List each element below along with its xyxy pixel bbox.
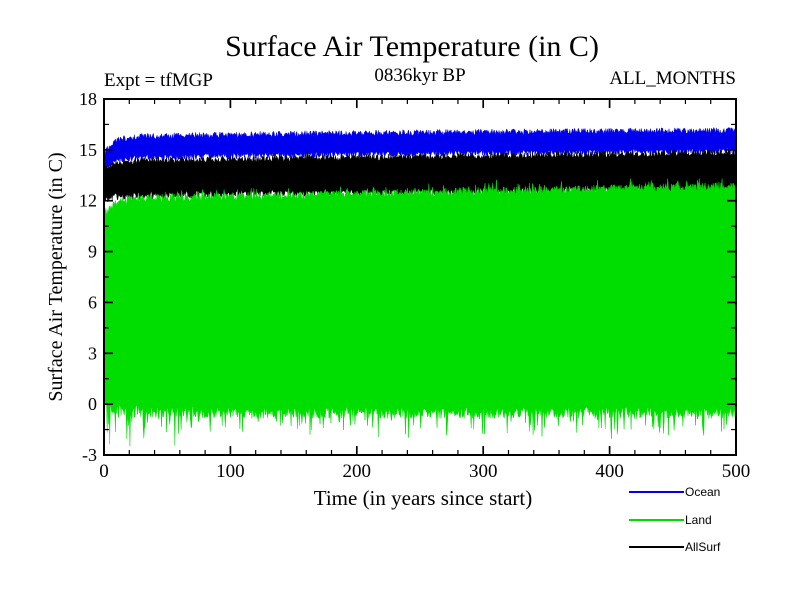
x-tick-label: 200 [343,461,372,482]
y-tick-label: -3 [82,445,97,465]
y-tick-label: 0 [88,394,97,414]
series-band-land [103,178,737,447]
legend-item-land: Land [629,513,712,527]
x-tick-label: 300 [469,461,498,482]
x-tick-label: 400 [595,461,624,482]
x-tick-label: 0 [99,461,109,482]
experiment-label: Expt = tfMGP [104,70,213,91]
y-tick-label: 3 [88,343,97,363]
legend-label-ocean: Ocean [685,485,720,499]
y-tick-label: 6 [88,292,97,312]
y-tick-label: 15 [79,140,97,160]
x-tick-label: 100 [216,461,245,482]
axis-ticks [103,98,737,456]
y-axis-label: Surface Air Temperature (in C) [45,152,67,401]
legend: Ocean Land AllSurf [629,485,721,554]
legend-label-land: Land [685,513,712,527]
y-tick-label: 18 [79,89,97,109]
x-axis-label: Time (in years since start) [314,486,533,510]
y-tick-label: 9 [88,242,97,262]
legend-label-allsurf: AllSurf [685,540,721,554]
months-label: ALL_MONTHS [609,68,736,89]
legend-item-allsurf: AllSurf [629,540,721,554]
legend-item-ocean: Ocean [629,485,720,499]
series-bands [103,126,737,447]
chart-title: Surface Air Temperature (in C) [225,30,599,63]
x-tick-label: 500 [722,461,751,482]
chart-subtitle: 0836kyr BP [374,65,465,86]
y-tick-label: 12 [79,191,97,211]
